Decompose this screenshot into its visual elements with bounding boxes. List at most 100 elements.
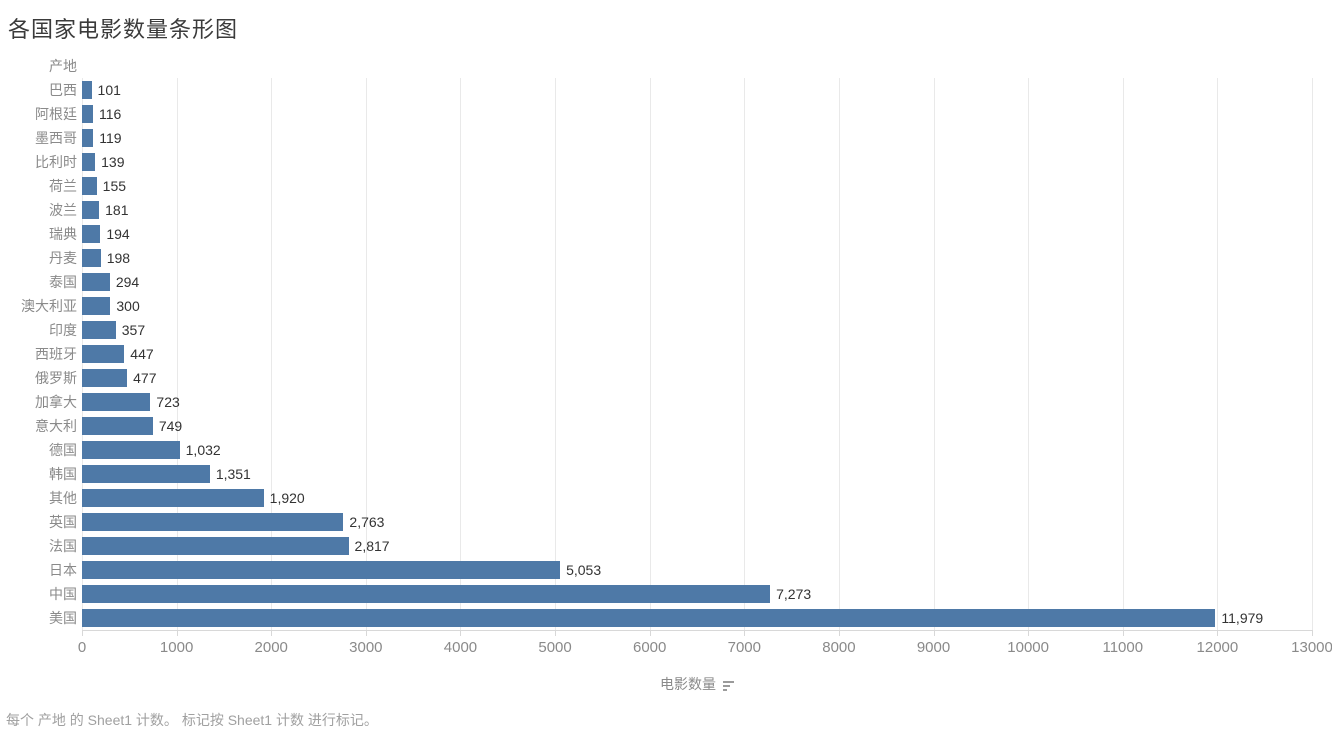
gridline	[1028, 78, 1030, 630]
category-label[interactable]: 加拿大	[35, 394, 77, 410]
gridline	[1312, 78, 1313, 630]
category-label[interactable]: 澳大利亚	[21, 298, 77, 314]
tick-label: 2000	[254, 639, 288, 656]
bar[interactable]	[82, 129, 94, 147]
gridline	[1122, 78, 1124, 630]
category-label[interactable]: 比利时	[35, 154, 77, 170]
bar-row: 116	[82, 102, 1312, 126]
bar-value-label: 477	[133, 370, 157, 386]
bar[interactable]	[82, 537, 349, 555]
category-label[interactable]: 荷兰	[49, 178, 77, 194]
bar-value-label: 155	[102, 178, 127, 194]
category-label[interactable]: 德国	[49, 442, 77, 458]
bar[interactable]	[82, 585, 771, 603]
tick-label: 9000	[916, 639, 951, 656]
category-label[interactable]: 中国	[49, 586, 77, 602]
bar-value-label: 1,351	[215, 466, 251, 482]
tick-label: 11000	[1102, 639, 1144, 656]
bar[interactable]	[82, 201, 100, 219]
tick-label: 7000	[727, 639, 761, 656]
tick-mark	[744, 631, 746, 636]
category-label[interactable]: 墨西哥	[35, 130, 77, 146]
bar[interactable]	[82, 561, 561, 579]
bar-value-label: 198	[106, 250, 131, 266]
category-label[interactable]: 巴西	[49, 82, 77, 98]
bar-row: 119	[82, 126, 1312, 150]
bar[interactable]	[82, 393, 151, 411]
bar-row: 11,979	[82, 606, 1312, 630]
x-axis-line	[82, 630, 1313, 631]
row-header-label[interactable]: 产地	[49, 58, 77, 74]
category-label[interactable]: 泰国	[49, 274, 77, 290]
bar-row: 1,920	[82, 486, 1312, 510]
category-label[interactable]: 西班牙	[35, 346, 77, 362]
chart-title: 各国家电影数量条形图	[8, 17, 239, 42]
tick-mark	[1312, 631, 1313, 636]
plot-area: 101 116 119 139 155 181 194 198 294 300 357 447 477 7…	[82, 78, 1313, 630]
category-label[interactable]: 法国	[49, 538, 77, 554]
category-label[interactable]: 美国	[49, 610, 77, 626]
category-label[interactable]: 韩国	[49, 466, 77, 482]
tick-mark	[365, 631, 367, 636]
bar[interactable]	[82, 153, 96, 171]
category-label[interactable]: 其他	[49, 490, 77, 506]
bar-value-label: 294	[115, 274, 140, 290]
gridline	[744, 78, 746, 630]
bar-row: 477	[82, 366, 1312, 390]
bar-row: 447	[82, 342, 1312, 366]
category-label[interactable]: 英国	[49, 514, 77, 530]
bar-value-label: 447	[130, 346, 154, 362]
bar-value-label: 357	[121, 322, 146, 338]
bar[interactable]	[82, 297, 111, 315]
bar-value-label: 194	[106, 226, 130, 242]
bar[interactable]	[82, 345, 125, 363]
category-label[interactable]: 瑞典	[49, 226, 77, 242]
tick-mark	[933, 631, 935, 636]
gridline	[271, 78, 273, 630]
tick-label: 8000	[822, 639, 856, 656]
bar[interactable]	[82, 369, 128, 387]
tick-mark	[82, 631, 83, 636]
bar[interactable]	[82, 225, 101, 243]
tick-label: 13000	[1291, 639, 1332, 656]
sort-descending-icon[interactable]	[723, 678, 734, 691]
category-label[interactable]: 日本	[49, 562, 77, 578]
bar-value-label: 116	[98, 106, 122, 122]
bar[interactable]	[82, 441, 180, 459]
bar-row: 194	[82, 222, 1312, 246]
tick-mark	[1122, 631, 1124, 636]
bar[interactable]	[82, 321, 116, 339]
bar-value-label: 2,763	[349, 514, 385, 530]
tick-mark	[1028, 631, 1030, 636]
category-label[interactable]: 丹麦	[49, 250, 77, 266]
bar[interactable]	[82, 417, 153, 435]
bar[interactable]	[82, 177, 97, 195]
bar-value-label: 7,273	[776, 586, 812, 602]
tick-label: 0	[77, 639, 87, 656]
bar[interactable]	[82, 513, 344, 531]
bar-value-label: 2,817	[354, 538, 390, 554]
bar[interactable]	[82, 609, 1216, 627]
bar-row: 139	[82, 150, 1312, 174]
bar-value-label: 1,920	[269, 490, 305, 506]
bar-row: 300	[82, 294, 1312, 318]
bar-value-label: 5,053	[566, 562, 602, 578]
bar[interactable]	[82, 81, 92, 99]
tick-label: 6000	[633, 639, 667, 656]
category-label[interactable]: 印度	[49, 322, 77, 338]
bar[interactable]	[82, 489, 264, 507]
bar[interactable]	[82, 273, 110, 291]
chart-caption: 每个 产地 的 Sheet1 计数。 标记按 Sheet1 计数 进行标记。	[6, 712, 378, 728]
bar[interactable]	[82, 465, 210, 483]
bar-value-label: 723	[156, 394, 180, 410]
tick-label: 10000	[1007, 639, 1049, 656]
category-label[interactable]: 波兰	[49, 202, 77, 218]
bar[interactable]	[82, 105, 93, 123]
category-label[interactable]: 俄罗斯	[35, 370, 77, 386]
category-label[interactable]: 意大利	[35, 418, 77, 434]
bar-row: 1,351	[82, 462, 1312, 486]
bar-row: 294	[82, 270, 1312, 294]
x-axis-ticks: 0 1000 2000 3000 4000 5000 6000 7000 8000 9000 100…	[78, 631, 1332, 661]
category-label[interactable]: 阿根廷	[35, 106, 77, 122]
bar[interactable]	[82, 249, 101, 267]
